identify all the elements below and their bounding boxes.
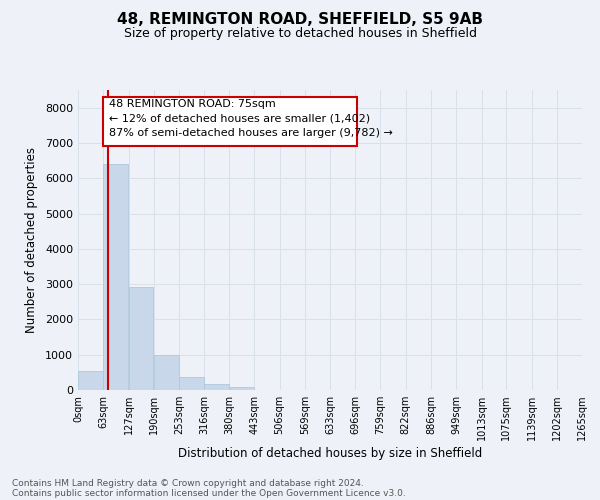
Text: Contains public sector information licensed under the Open Government Licence v3: Contains public sector information licen… <box>12 488 406 498</box>
Bar <box>179 376 203 390</box>
Bar <box>129 286 154 390</box>
Text: Contains HM Land Registry data © Crown copyright and database right 2024.: Contains HM Land Registry data © Crown c… <box>12 478 364 488</box>
Y-axis label: Number of detached properties: Number of detached properties <box>25 147 38 333</box>
Text: Size of property relative to detached houses in Sheffield: Size of property relative to detached ho… <box>124 28 476 40</box>
Text: 48, REMINGTON ROAD, SHEFFIELD, S5 9AB: 48, REMINGTON ROAD, SHEFFIELD, S5 9AB <box>117 12 483 28</box>
Bar <box>230 387 254 390</box>
Bar <box>103 97 357 146</box>
Bar <box>103 164 128 390</box>
Bar <box>78 370 103 390</box>
Text: 48 REMINGTON ROAD: 75sqm
← 12% of detached houses are smaller (1,402)
87% of sem: 48 REMINGTON ROAD: 75sqm ← 12% of detach… <box>109 99 393 138</box>
Bar <box>204 384 229 390</box>
Bar <box>154 355 179 390</box>
X-axis label: Distribution of detached houses by size in Sheffield: Distribution of detached houses by size … <box>178 448 482 460</box>
